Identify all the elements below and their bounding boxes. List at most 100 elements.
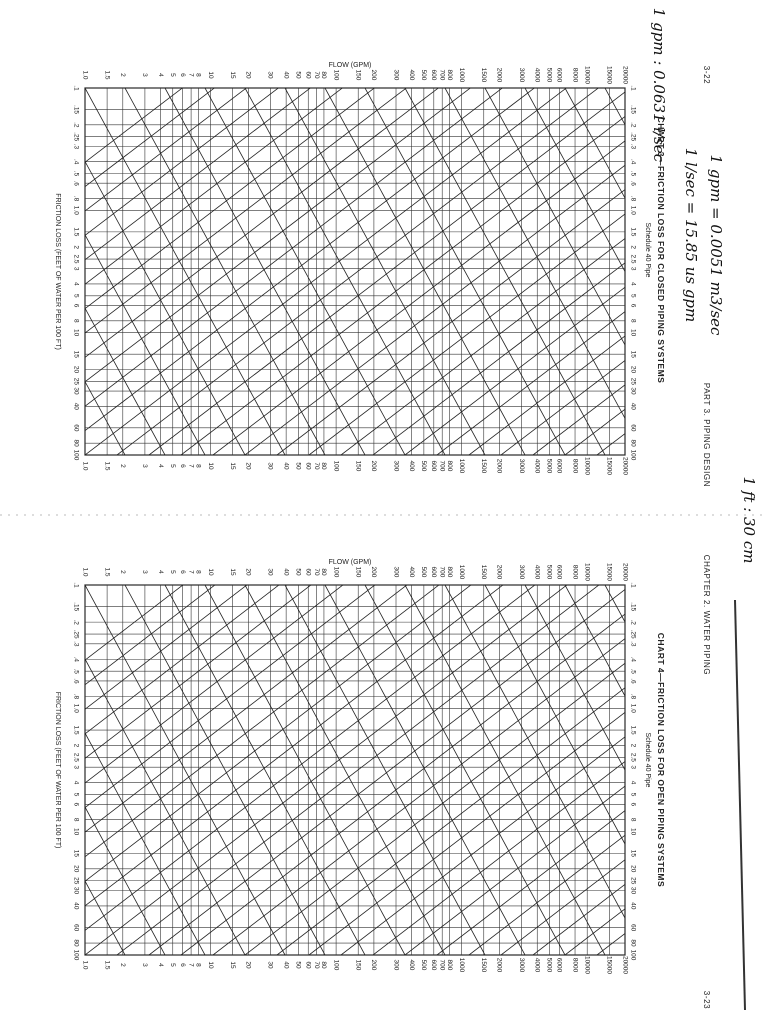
chart-title: CHART 3—FRICTION LOSS FOR CLOSED PIPING … (656, 117, 666, 384)
friction-tick-label: 30 (72, 887, 79, 895)
friction-tick-label: 6 (72, 304, 79, 308)
flow-axis-label: FLOW (GPM) (329, 559, 372, 566)
flow-tick-label: 20 (245, 462, 252, 470)
flow-tick-label: 2000 (496, 565, 503, 580)
friction-tick-label: 4 (629, 781, 636, 785)
friction-tick-label: 1.5 (629, 726, 636, 735)
edge-shadow (734, 599, 746, 1011)
pipe-size-line (244, 662, 625, 955)
friction-tick-label: .15 (72, 105, 79, 114)
friction-tick-label: .2 (629, 619, 636, 625)
flow-tick-label: 8000 (571, 68, 578, 83)
flow-tick-label: 1.0 (81, 70, 88, 79)
friction-tick-label: 30 (629, 887, 636, 895)
velocity-line (524, 88, 625, 273)
friction-tick-label: 25 (629, 877, 636, 885)
flow-tick-label: 3000 (518, 68, 525, 83)
flow-tick-label: 8 (195, 73, 202, 77)
friction-tick-label: 4 (72, 781, 79, 785)
flow-tick-label: 80 (320, 568, 327, 576)
diagonals (85, 585, 768, 955)
friction-tick-label: 15 (72, 850, 79, 858)
flow-tick-label: 1000 (458, 68, 465, 83)
flow-tick-label: 20000 (621, 457, 628, 475)
velocity-line (324, 88, 526, 455)
friction-tick-label: 1.5 (72, 726, 79, 735)
pipe-size-line (372, 262, 625, 455)
flow-tick-label: 15000 (606, 956, 613, 974)
velocity-line (204, 585, 406, 955)
flow-tick-label: 30 (267, 568, 274, 576)
flow-tick-label: 500 (420, 461, 427, 472)
friction-tick-label: 1.0 (629, 206, 636, 215)
friction-axis-label: FRICTION LOSS (FEET OF WATER PER 100 FT) (54, 193, 61, 350)
flow-tick-label: 50 (295, 71, 302, 79)
pipe-size-line (85, 585, 280, 735)
flow-tick-label: 100 (332, 960, 339, 971)
velocity-line (85, 954, 86, 955)
pipe-size-line (180, 613, 625, 955)
velocity-line (484, 88, 625, 346)
velocity-line (404, 585, 606, 955)
pipe-size-line (468, 335, 625, 455)
friction-tick-label: .8 (629, 694, 636, 700)
velocity-line (85, 88, 286, 455)
friction-tick-label: .3 (72, 144, 79, 150)
friction-tick-label: 15 (629, 351, 636, 359)
friction-tick-label: 100 (72, 950, 79, 961)
flow-tick-label: 10000 (583, 563, 590, 581)
velocity-line (484, 585, 625, 845)
velocity-line (204, 88, 406, 455)
pipe-size-line (85, 585, 536, 931)
pipe-size-line (372, 760, 625, 955)
pipe-size-line (500, 359, 625, 455)
friction-tick-label: 40 (72, 403, 79, 411)
running-header: PART 3. PIPING DESIGN (702, 383, 711, 487)
flow-tick-label: 800 (446, 461, 453, 472)
friction-tick-label: 15 (629, 850, 636, 858)
friction-tick-label: 3 (629, 765, 636, 769)
flow-tick-label: 20000 (621, 956, 628, 974)
pipe-size-line (468, 834, 625, 955)
flow-tick-label: 3000 (518, 958, 525, 973)
pipe-size-line (116, 585, 600, 955)
flow-tick-label: 1.5 (103, 567, 110, 576)
velocity-line (564, 88, 625, 199)
flow-tick-label: 1.0 (81, 567, 88, 576)
pipe-size-line (85, 585, 248, 710)
pipe-size-line (85, 88, 183, 163)
pipe-size-line (85, 88, 343, 285)
friction-tick-label: 40 (629, 902, 636, 910)
flow-tick-label: 80 (320, 462, 327, 470)
flow-tick-label: 1500 (480, 68, 487, 83)
flow-tick-label: 100 (332, 70, 339, 81)
diagonals (0, 88, 625, 455)
pipe-size-line (308, 711, 625, 955)
velocity-line (0, 88, 5, 455)
pipe-size-line (85, 585, 216, 686)
flow-tick-label: 15000 (606, 563, 613, 581)
flow-tick-label: 15 (229, 961, 236, 969)
pipe-size-line (340, 736, 625, 955)
friction-tick-label: 80 (72, 440, 79, 448)
friction-tick-label: 3 (72, 765, 79, 769)
pipe-size-line (85, 585, 472, 882)
friction-tick-label: 4 (72, 282, 79, 286)
pipe-size-line (212, 638, 625, 955)
flow-tick-label: 100 (332, 567, 339, 578)
velocity-line (404, 88, 606, 455)
velocity-line (725, 585, 768, 955)
pipe-size-line (85, 585, 408, 833)
velocity-line (164, 88, 366, 455)
flow-tick-label: 700 (438, 960, 445, 971)
friction-tick-label: 8 (629, 319, 636, 323)
flow-tick-label: 1.5 (103, 960, 110, 969)
flow-tick-label: 10 (207, 568, 214, 576)
friction-tick-label: .25 (629, 132, 636, 141)
flow-tick-label: 10000 (583, 956, 590, 974)
friction-tick-label: 20 (72, 366, 79, 374)
flow-tick-label: 20 (245, 71, 252, 79)
friction-tick-label: .4 (629, 159, 636, 165)
